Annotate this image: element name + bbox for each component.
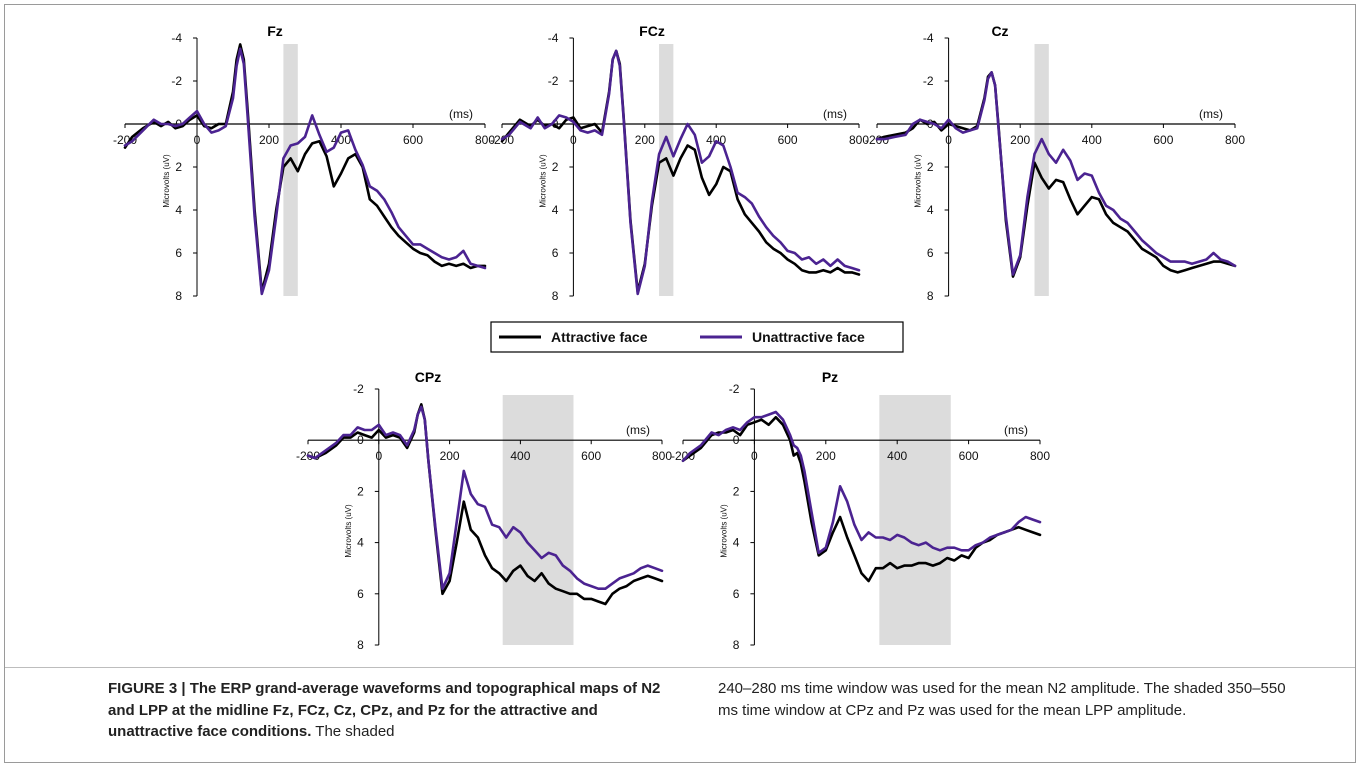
legend-label-unattractive: Unattractive face: [752, 329, 865, 345]
legend-label-attractive: Attractive face: [551, 329, 648, 345]
series-attractive-line: [306, 403, 664, 606]
y-tick-label: 4: [357, 536, 364, 550]
x-tick-label: 600: [778, 133, 798, 147]
y-tick-label: 2: [552, 160, 559, 174]
y-tick-label: -4: [171, 31, 182, 45]
x-tick-label: 0: [194, 133, 201, 147]
shaded-window: [659, 44, 674, 296]
x-tick-label: 800: [849, 133, 869, 147]
y-axis-label: Microvolts (uV): [344, 504, 353, 558]
y-tick-label: -2: [729, 382, 740, 396]
caption-body-start: The shaded: [311, 723, 395, 740]
y-tick-label: 4: [927, 203, 934, 217]
y-tick-label: 2: [175, 160, 182, 174]
x-tick-label: 200: [635, 133, 655, 147]
caption-right: 240–280 ms time window was used for the …: [718, 680, 1286, 719]
y-tick-label: -2: [548, 74, 559, 88]
x-tick-label: 400: [510, 449, 530, 463]
y-tick-label: 6: [357, 587, 364, 601]
caption-divider: [5, 667, 1355, 668]
x-tick-label: 200: [1010, 133, 1030, 147]
x-tick-label: 800: [1030, 449, 1050, 463]
x-tick-label: 400: [1082, 133, 1102, 147]
caption-left: FIGURE 3 | The ERP grand-average wavefor…: [108, 678, 668, 743]
x-tick-label: 600: [959, 449, 979, 463]
x-tick-label: 400: [887, 449, 907, 463]
y-tick-label: 0: [733, 433, 740, 447]
x-axis-label: (ms): [1199, 107, 1223, 121]
y-tick-label: 8: [175, 289, 182, 303]
y-axis-label: Microvolts (uV): [162, 154, 171, 208]
x-tick-label: 200: [259, 133, 279, 147]
y-axis-label: Microvolts (uV): [719, 504, 728, 558]
x-axis-label: (ms): [449, 107, 473, 121]
y-tick-label: 0: [552, 117, 559, 131]
y-tick-label: 6: [927, 246, 934, 260]
figure-frame: [4, 4, 1356, 763]
series-unattractive-line: [306, 405, 664, 590]
y-tick-label: 2: [927, 160, 934, 174]
x-axis-label: (ms): [1004, 423, 1028, 437]
series-unattractive-line: [681, 410, 1042, 555]
panel-title: CPz: [415, 369, 441, 385]
y-tick-label: 8: [927, 289, 934, 303]
x-tick-label: 800: [652, 449, 672, 463]
y-axis-label: Microvolts (uV): [914, 154, 923, 208]
x-tick-label: 600: [1153, 133, 1173, 147]
x-tick-label: 0: [570, 133, 577, 147]
y-tick-label: 4: [175, 203, 182, 217]
x-tick-label: 800: [475, 133, 495, 147]
series-attractive-line: [123, 43, 487, 293]
y-tick-label: -2: [171, 74, 182, 88]
y-tick-label: -2: [923, 74, 934, 88]
series-unattractive-line: [500, 49, 861, 296]
y-tick-label: -4: [923, 31, 934, 45]
x-tick-label: 200: [816, 449, 836, 463]
y-tick-label: 2: [733, 484, 740, 498]
y-tick-label: 4: [552, 203, 559, 217]
x-axis-label: (ms): [626, 423, 650, 437]
panel-title: FCz: [639, 23, 665, 39]
y-tick-label: 0: [357, 433, 364, 447]
x-tick-label: 200: [440, 449, 460, 463]
legend-box: [490, 321, 904, 353]
shaded-window: [879, 395, 951, 645]
y-tick-label: 2: [357, 484, 364, 498]
x-tick-label: 0: [945, 133, 952, 147]
x-tick-label: 0: [751, 449, 758, 463]
caption-lead: FIGURE 3 | The ERP grand-average wavefor…: [108, 680, 661, 740]
y-tick-label: 4: [733, 536, 740, 550]
legend: Attractive face Unattractive face: [490, 321, 904, 353]
x-tick-label: 800: [1225, 133, 1245, 147]
series-unattractive-line: [875, 71, 1237, 276]
panel-title: Pz: [822, 369, 838, 385]
y-tick-label: 6: [175, 246, 182, 260]
y-tick-label: -2: [353, 382, 364, 396]
y-tick-label: 6: [733, 587, 740, 601]
x-tick-label: 600: [403, 133, 423, 147]
y-tick-label: 8: [733, 638, 740, 652]
y-axis-label: Microvolts (uV): [538, 154, 547, 208]
y-tick-label: -4: [548, 31, 559, 45]
y-tick-label: 6: [552, 246, 559, 260]
y-tick-label: 8: [552, 289, 559, 303]
panel-title: Cz: [991, 23, 1008, 39]
series-unattractive-line: [123, 47, 487, 296]
x-axis-label: (ms): [823, 107, 847, 121]
shaded-window: [283, 44, 298, 296]
shaded-window: [502, 395, 574, 645]
x-tick-label: 600: [581, 449, 601, 463]
panel-title: Fz: [267, 23, 283, 39]
x-tick-label: 0: [375, 449, 382, 463]
series-attractive-line: [875, 71, 1237, 278]
y-tick-label: 8: [357, 638, 364, 652]
shaded-window: [1034, 44, 1049, 296]
